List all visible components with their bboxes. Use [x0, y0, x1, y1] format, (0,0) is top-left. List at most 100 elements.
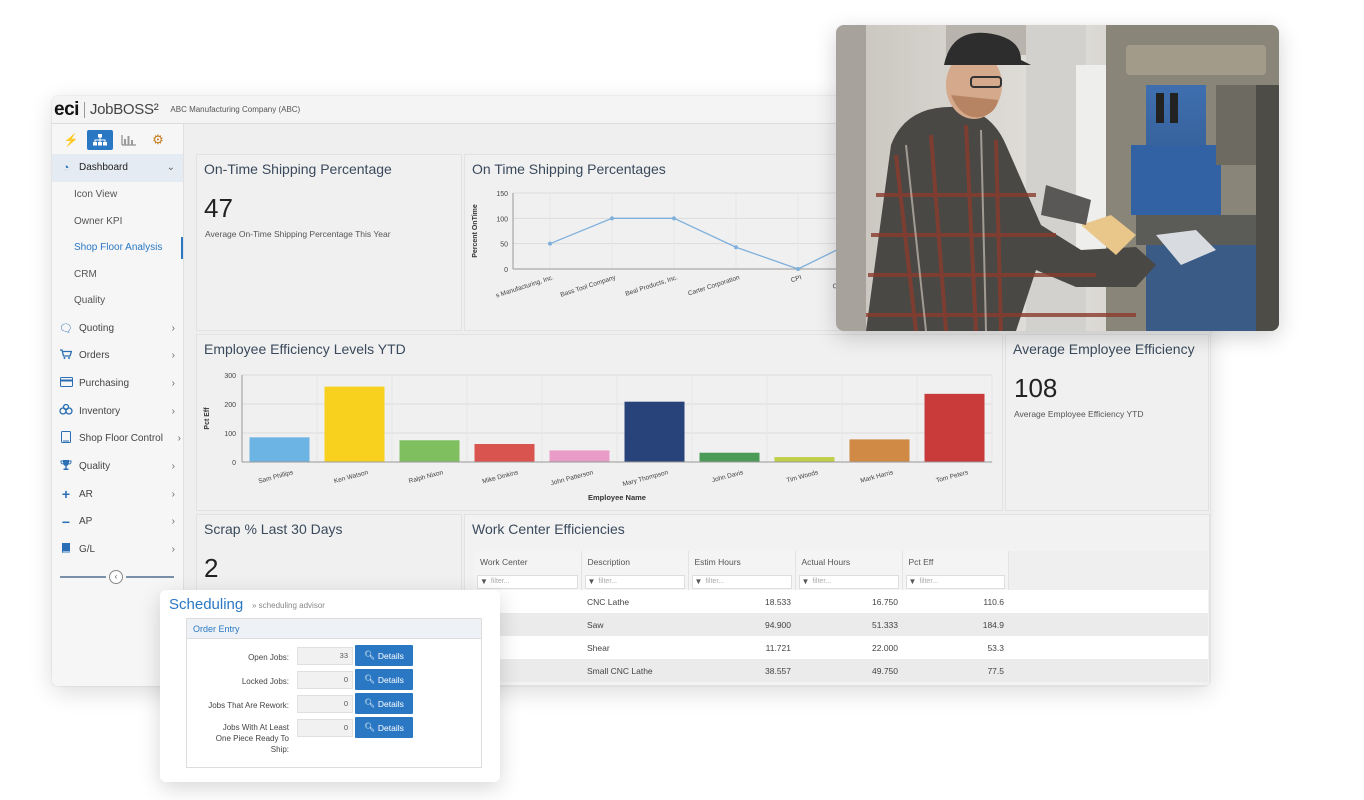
sidebar-subitem-icon-view[interactable]: Icon View [74, 189, 118, 201]
x-tick-label: Mark Harris [860, 469, 895, 485]
worker-photo [836, 25, 1279, 331]
tablet-icon [58, 431, 74, 446]
filter-input-estim-hours[interactable]: ▼ filter... [691, 574, 792, 589]
plus-icon: + [61, 486, 71, 503]
filter-input-actual-hours[interactable]: ▼ filter... [798, 574, 899, 589]
ready-to-ship-details-button[interactable]: 🔍︎ Details [355, 717, 413, 738]
filter-icon: ▼ [801, 577, 810, 586]
sidebar-subitem-owner-kpi[interactable]: Owner KPI [74, 215, 123, 227]
bar [474, 444, 535, 462]
gears-icon[interactable]: ⚙ [152, 132, 164, 147]
sidebar-item-ap[interactable]: − AP › [52, 508, 183, 536]
sidebar-subitem-shop-floor-analysis[interactable]: Shop Floor Analysis [52, 235, 183, 262]
locked-jobs-value: 0 [297, 671, 353, 689]
search-icon: 🔍︎ [364, 722, 375, 732]
series-line [549, 217, 855, 270]
lightning-icon[interactable]: ⚡ [63, 133, 79, 147]
scheduling-breadcrumb[interactable]: » scheduling advisor [252, 601, 325, 610]
efficiency-bar-chart: 0 100 200 300 Sam Phillips Ken Watson Ralph Ni… [204, 373, 993, 502]
filter-input-work-center[interactable]: ▼ filter... [477, 574, 578, 589]
y-tick-label: 50 [500, 242, 508, 249]
sidebar-item-orders[interactable]: Orders › [52, 342, 183, 370]
filter-input-pct-eff[interactable]: ▼ filter... [905, 574, 1005, 589]
chevron-right-icon: › [171, 460, 175, 472]
locked-jobs-details-button[interactable]: 🔍︎ Details [355, 669, 413, 690]
bar-chart-icon[interactable] [116, 130, 142, 150]
rework-jobs-details-button[interactable]: 🔍︎ Details [355, 693, 413, 714]
sidebar-item-purchasing[interactable]: Purchasing › [52, 370, 183, 398]
org-chart-icon[interactable] [87, 130, 113, 150]
sidebar-item-label: AR [79, 488, 93, 500]
bar [324, 386, 385, 462]
column-header-description[interactable]: Description [581, 551, 689, 573]
data-point [610, 216, 614, 221]
y-tick-label: 300 [224, 373, 236, 380]
table-row[interactable]: Small CNC Lathe 38.557 49.750 77.5 [474, 659, 1208, 682]
dashboard-gauge-icon: ◔ [62, 161, 70, 174]
table-row[interactable]: CNC Lathe 18.533 16.750 110.6 [474, 590, 1208, 613]
sidebar-item-ar[interactable]: + AR › [52, 480, 183, 508]
x-tick-label: Carter Corporation [687, 274, 741, 297]
rework-jobs-value: 0 [297, 695, 353, 713]
y-axis-label: Percent OnTime [472, 204, 479, 258]
search-icon: 🔍︎ [364, 698, 375, 708]
avg-efficiency-value: 108 [1014, 373, 1058, 403]
sidebar-item-inventory[interactable]: Inventory › [52, 397, 183, 425]
y-tick-label: 100 [496, 216, 508, 223]
sidebar-item-label: Quoting [79, 322, 115, 334]
jobboss-logo: JobBOSS² [89, 101, 159, 118]
collapse-line-right [126, 576, 174, 579]
open-jobs-details-button[interactable]: 🔍︎ Details [355, 645, 413, 666]
sidebar-item-label: Quality [79, 460, 111, 472]
data-point [672, 216, 676, 221]
on-time-kpi-caption: Average On-Time Shipping Percentage This… [205, 229, 391, 239]
chevron-down-icon: ⌄ [166, 162, 175, 174]
x-tick-label: John Patterson [550, 469, 594, 487]
x-tick-label: Beal Products, Inc. [625, 274, 679, 298]
data-point [734, 245, 738, 250]
sidebar-item-quality[interactable]: Quality › [52, 453, 183, 481]
sidebar-item-dashboard[interactable]: ◔ Dashboard ⌄ [52, 154, 183, 182]
x-tick-label: Ken Watson [333, 469, 369, 485]
search-icon: 🔍︎ [364, 650, 375, 660]
sidebar-subitem-crm[interactable]: CRM [74, 268, 97, 280]
sidebar-item-label: AP [79, 516, 93, 528]
chat-icon: 🗨︎ [59, 322, 73, 335]
sidebar-item-label: Purchasing [79, 377, 130, 389]
bar [249, 437, 310, 462]
x-tick-label: Tim Woods [786, 469, 820, 484]
filter-input-description[interactable]: ▼ filter... [584, 574, 685, 589]
y-tick-label: 0 [232, 460, 236, 467]
sidebar-item-shop-floor-control[interactable]: Shop Floor Control › [52, 425, 183, 453]
worker-at-machine-image [836, 25, 1279, 331]
column-header-actual-hours[interactable]: Actual Hours [795, 551, 903, 573]
collapse-sidebar-icon[interactable]: ‹ [109, 570, 123, 585]
chevron-right-icon: › [171, 377, 175, 389]
sidebar-subitem-quality[interactable]: Quality [74, 295, 106, 307]
bar [399, 440, 460, 462]
efficiency-chart-panel: Employee Efficiency Levels YTD 0 100 200 30… [196, 334, 1003, 511]
data-point [548, 241, 552, 246]
sidebar-item-gl[interactable]: G/L › [52, 536, 183, 564]
bar [549, 450, 610, 462]
table-row[interactable]: Saw 94.900 51.333 184.9 [474, 613, 1208, 636]
x-tick-label: Mike Dinkins [482, 469, 520, 485]
rework-jobs-label: Jobs That Are Rework: [208, 701, 289, 710]
work-center-table: Work Center Description Estim Hours Actu… [474, 551, 1208, 682]
x-tick-label: John Davis [711, 469, 745, 484]
boxes-icon [58, 403, 74, 418]
column-header-pct-eff[interactable]: Pct Eff [902, 551, 1009, 573]
table-row[interactable]: Shear 11.721 22.000 53.3 [474, 636, 1208, 659]
on-time-chart-panel: On Time Shipping Percentages 0 50 100 150 s … [464, 154, 864, 331]
table-header-row: Work Center Description Estim Hours Actu… [474, 551, 1208, 573]
column-header-work-center[interactable]: Work Center [474, 551, 582, 573]
data-point [796, 267, 800, 271]
column-header-estim-hours[interactable]: Estim Hours [688, 551, 796, 573]
sidebar-item-quoting[interactable]: 🗨︎ Quoting › [52, 314, 183, 342]
x-tick-label: Ralph Nixon [408, 469, 444, 485]
filter-icon: ▼ [587, 577, 596, 586]
table-filter-row: ▼ filter... ▼ filter... ▼ filter... ▼ filter… [474, 573, 1208, 590]
y-tick-label: 100 [224, 431, 236, 438]
on-time-line-chart: 0 50 100 150 s Manufacturing, Inc. Bass Tool … [472, 191, 855, 300]
bar [849, 439, 910, 462]
